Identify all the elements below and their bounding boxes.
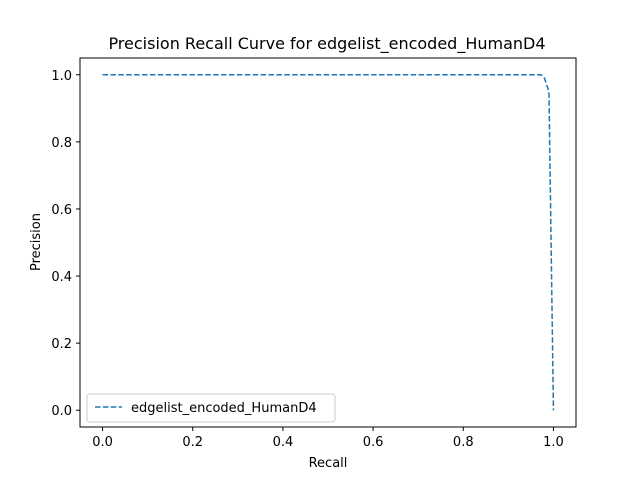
legend-entry-label: edgelist_encoded_HumanD4 <box>131 401 317 416</box>
y-axis: 0.0 0.2 0.4 0.6 0.8 1.0 <box>51 69 80 419</box>
x-tick-label: 0.4 <box>273 435 294 450</box>
x-tick-label: 0.0 <box>92 435 113 450</box>
legend: edgelist_encoded_HumanD4 <box>86 393 336 423</box>
y-axis-label: Precision <box>29 213 44 271</box>
legend-box <box>86 393 336 423</box>
y-tick-label: 0.6 <box>51 203 72 218</box>
plot-area <box>102 74 555 411</box>
axes-frame <box>79 57 577 428</box>
chart-title: Precision Recall Curve for edgelist_enco… <box>108 34 545 54</box>
y-tick-label: 0.0 <box>51 404 72 419</box>
x-axis-label: Recall <box>309 456 348 471</box>
y-tick-label: 0.2 <box>51 337 72 352</box>
x-axis: 0.0 0.2 0.4 0.6 0.8 1.0 <box>92 427 564 450</box>
x-tick-label: 0.2 <box>182 435 203 450</box>
x-tick-label: 0.6 <box>363 435 384 450</box>
y-tick-label: 0.4 <box>51 270 72 285</box>
y-tick-label: 1.0 <box>51 69 72 84</box>
y-tick-label: 0.8 <box>51 136 72 151</box>
x-tick-label: 0.8 <box>453 435 474 450</box>
x-tick-label: 1.0 <box>543 435 564 450</box>
series-line-0 <box>102 74 555 411</box>
